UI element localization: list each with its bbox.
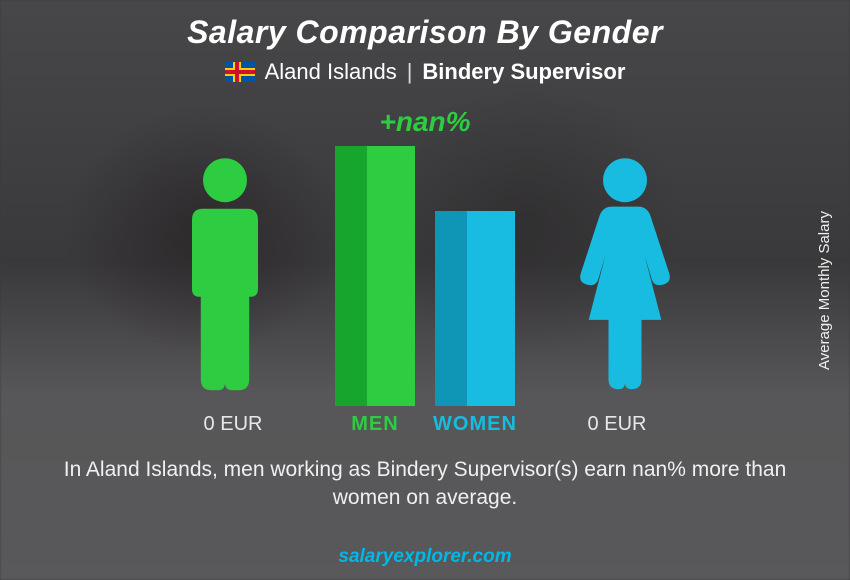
label-women: WOMEN bbox=[416, 413, 534, 436]
page-title: Salary Comparison By Gender bbox=[0, 0, 850, 51]
description-text: In Aland Islands, men working as Bindery… bbox=[60, 456, 790, 513]
percent-diff-label: +nan% bbox=[379, 106, 470, 138]
value-women: 0 EUR bbox=[572, 413, 662, 436]
location-text: Aland Islands bbox=[265, 59, 397, 85]
separator: | bbox=[407, 59, 413, 85]
man-icon bbox=[170, 156, 280, 406]
job-title: Bindery Supervisor bbox=[422, 59, 625, 85]
y-axis-label-wrap: Average Monthly Salary bbox=[814, 0, 834, 580]
bar-men bbox=[335, 146, 415, 406]
infographic-content: Salary Comparison By Gender Aland Island… bbox=[0, 0, 850, 580]
flag-icon bbox=[225, 62, 255, 82]
chart-area: +nan% 0 EUR MEN WOMEN 0 EUR bbox=[0, 100, 850, 440]
bar-women bbox=[435, 211, 515, 406]
label-men: MEN bbox=[335, 413, 415, 436]
watermark: salaryexplorer.com bbox=[0, 546, 850, 568]
woman-icon bbox=[570, 156, 680, 406]
y-axis-label: Average Monthly Salary bbox=[816, 211, 833, 370]
value-men: 0 EUR bbox=[188, 413, 278, 436]
subtitle-row: Aland Islands | Bindery Supervisor bbox=[0, 59, 850, 85]
